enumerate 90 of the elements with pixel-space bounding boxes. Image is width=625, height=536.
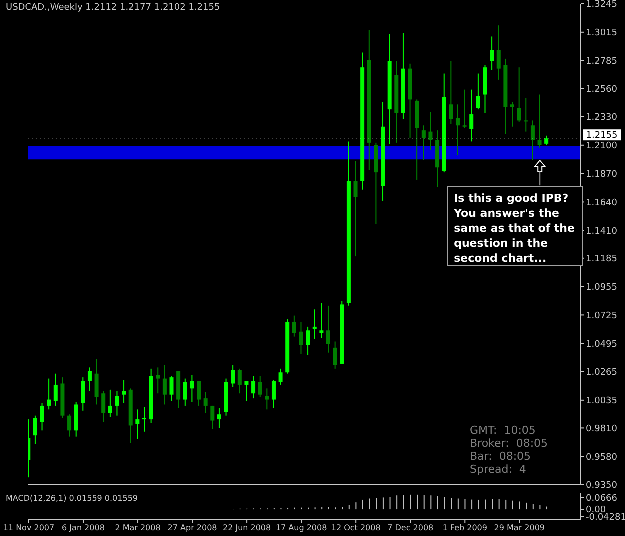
candlestick <box>94 358 99 406</box>
x-tick-label: 17 Aug 2008 <box>276 524 328 533</box>
y-tick-label: 0.9580 <box>586 452 618 463</box>
y-tick-label: 1.0495 <box>586 340 618 350</box>
candlestick <box>490 36 494 71</box>
candlestick <box>449 60 454 125</box>
annotation: Is this a good IPB? You answer's the same as that of the question in the second chart... <box>447 186 584 266</box>
candlestick <box>81 377 86 412</box>
x-tick-label: 2 Mar 2008 <box>115 524 161 533</box>
candlestick <box>258 376 262 398</box>
candlestick <box>278 368 283 386</box>
candlestick <box>244 380 249 402</box>
y-tick-label: 1.1640 <box>586 198 618 208</box>
candlestick <box>217 408 222 429</box>
candlestick <box>544 135 549 146</box>
candlestick <box>190 374 194 403</box>
candlestick <box>102 390 106 423</box>
candlestick <box>88 367 92 392</box>
y-tick-label: 0.0666 <box>586 494 618 504</box>
candlestick <box>122 380 126 404</box>
candlestick <box>456 104 460 156</box>
y-tick-label: 1.0725 <box>586 311 618 322</box>
x-tick-label: 7 Dec 2008 <box>388 524 434 533</box>
candlestick <box>108 389 112 418</box>
candlestick <box>204 392 208 414</box>
candlestick <box>299 321 304 355</box>
y-tick-label: 0.9350 <box>586 481 618 492</box>
y-tick-label: 1.2560 <box>586 84 618 95</box>
y-tick-label: 1.1870 <box>586 170 618 180</box>
candlestick <box>156 367 160 394</box>
x-tick-label: 29 Mar 2009 <box>494 524 546 533</box>
chart-title: MACD(12,26,1) 0.01559 0.01559 <box>6 494 138 503</box>
candlestick <box>136 409 140 440</box>
candlestick <box>333 341 338 370</box>
annotation: GMT: 10:05 <box>470 424 537 437</box>
y-tick-label: 1.0035 <box>586 396 618 407</box>
candlestick <box>33 415 38 445</box>
candlestick <box>354 160 358 258</box>
x-tick-label: 1 Feb 2009 <box>442 524 488 533</box>
chart-title: USDCAD.,Weekly 1.2112 1.2177 1.2102 1.2155 <box>6 3 220 13</box>
candlestick <box>496 25 501 80</box>
candlestick <box>231 364 236 388</box>
candlestick <box>476 73 480 110</box>
candlestick <box>54 373 58 406</box>
y-tick-label: 1.1410 <box>586 226 618 237</box>
annotation: Spread: 4 <box>470 463 528 476</box>
y-tick-label: 1.2785 <box>586 57 618 67</box>
candlestick <box>115 390 120 416</box>
x-tick-label: 11 Nov 2007 <box>3 524 55 533</box>
candlestick <box>40 402 44 432</box>
candlestick <box>326 305 330 354</box>
y-tick-label: 1.0265 <box>586 368 618 378</box>
candlestick <box>470 89 474 142</box>
y-tick-label: 1.3245 <box>586 0 618 10</box>
candlestick <box>265 388 270 410</box>
ref-line-label: 1.2155 <box>586 131 618 142</box>
candlestick <box>252 376 256 400</box>
candlestick <box>538 94 542 148</box>
candlestick <box>510 102 515 128</box>
y-tick-label: 1.0955 <box>586 282 618 293</box>
y-tick-label: 0.9810 <box>586 424 618 434</box>
candlestick <box>68 414 72 438</box>
x-tick-label: 6 Jan 2008 <box>62 524 105 533</box>
candlestick <box>306 326 310 356</box>
candlestick <box>530 120 535 161</box>
candlestick <box>517 67 522 122</box>
annotation: Bar: 08:05 <box>470 450 532 463</box>
y-tick-label: 1.3015 <box>586 28 618 39</box>
candlestick <box>238 368 242 394</box>
candlestick <box>210 405 215 430</box>
y-tick-label: 1.1185 <box>586 254 618 265</box>
candlestick <box>272 380 276 409</box>
x-tick-label: 12 Oct 2008 <box>331 524 381 533</box>
candlestick <box>170 376 174 402</box>
candlestick <box>312 309 317 340</box>
candlestick <box>422 125 426 161</box>
candlestick <box>524 98 528 132</box>
candlestick <box>320 302 324 339</box>
x-tick-label: 22 Jun 2008 <box>222 524 272 533</box>
candlestick <box>197 380 202 406</box>
candlestick <box>292 315 296 338</box>
x-tick-label: 27 Apr 2008 <box>168 524 218 533</box>
candlestick <box>462 89 467 129</box>
y-tick-label: 1.2100 <box>586 142 618 152</box>
y-tick-label: 1.2330 <box>586 113 618 124</box>
annotation: Broker: 08:05 <box>470 437 548 450</box>
candlestick <box>47 378 52 410</box>
candlestick <box>183 378 188 406</box>
candlestick <box>428 112 433 151</box>
candlestick <box>162 364 167 406</box>
